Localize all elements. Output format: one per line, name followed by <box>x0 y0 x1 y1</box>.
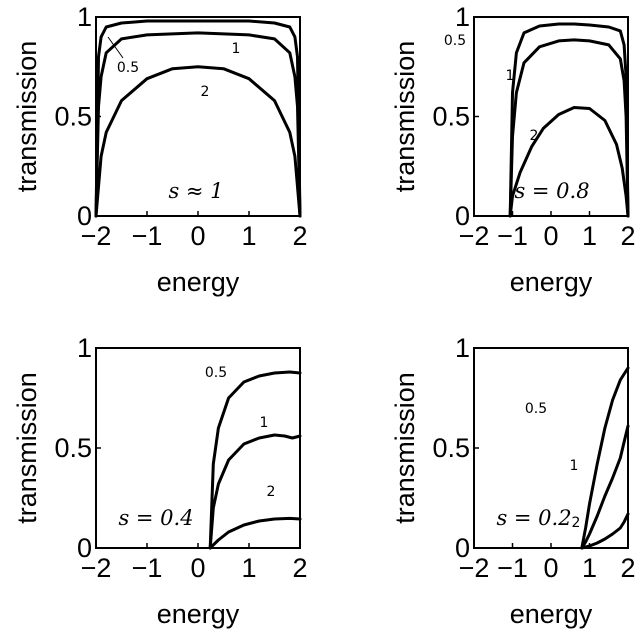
curve-label-2: 2 <box>201 84 210 100</box>
label-leader-line <box>107 36 124 59</box>
curve-label-1: 1 <box>260 415 269 431</box>
series-curve-0.5 <box>508 22 630 218</box>
x-tick-label: −1 <box>132 553 163 583</box>
series-curve-1 <box>208 433 302 550</box>
x-axis-label: energy <box>510 599 593 629</box>
y-tick-label: 0 <box>77 201 92 231</box>
x-tick-label: −2 <box>459 553 490 583</box>
y-tick-label: 1 <box>455 333 470 363</box>
y-axis-label: transmission <box>12 372 42 524</box>
y-tick-label: 0 <box>455 201 470 231</box>
y-tick-label: 0.5 <box>54 102 92 132</box>
parameter-annotation: s = 0.4 <box>118 506 193 530</box>
y-axis-label: transmission <box>12 41 42 193</box>
x-tick-label: −2 <box>81 553 112 583</box>
y-axis-label: transmission <box>390 372 420 524</box>
x-tick-label: 1 <box>241 553 256 583</box>
x-tick-label: −2 <box>459 221 490 251</box>
curve-label-2: 2 <box>267 484 276 500</box>
series-curve-0.5 <box>208 370 302 550</box>
series-curve-0.5 <box>580 366 630 550</box>
parameter-annotation: s = 0.2 <box>496 506 571 530</box>
series-curve-1 <box>580 424 630 550</box>
x-tick-label: 2 <box>620 553 635 583</box>
series-curve-1 <box>508 38 630 218</box>
curve-label-0.5: 0.5 <box>525 401 547 417</box>
x-tick-label: −1 <box>497 221 528 251</box>
curve-label-2: 2 <box>530 128 539 144</box>
series-curve-1 <box>94 31 302 218</box>
x-tick-label: −1 <box>132 221 163 251</box>
y-tick-label: 0.5 <box>432 102 470 132</box>
curve-label-0.5: 0.5 <box>117 60 139 76</box>
y-axis-label: transmission <box>390 41 420 193</box>
y-tick-label: 0 <box>77 533 92 563</box>
y-tick-label: 1 <box>77 2 92 32</box>
y-tick-label: 0.5 <box>54 433 92 463</box>
y-tick-label: 1 <box>77 333 92 363</box>
x-axis-label: energy <box>157 599 240 629</box>
x-tick-label: 2 <box>292 553 307 583</box>
y-tick-label: 0 <box>455 533 470 563</box>
y-tick-label: 1 <box>455 2 470 32</box>
curve-label-1: 1 <box>506 68 515 84</box>
x-tick-label: 2 <box>620 221 635 251</box>
x-tick-label: 1 <box>582 553 597 583</box>
series-curve-0.5 <box>94 19 302 218</box>
curve-label-1: 1 <box>570 458 579 474</box>
x-axis-label: energy <box>157 267 240 297</box>
parameter-annotation: s = 0.8 <box>514 179 589 203</box>
curve-label-0.5: 0.5 <box>444 33 466 49</box>
series-curve-2 <box>94 65 302 218</box>
x-tick-label: −2 <box>81 221 112 251</box>
y-tick-label: 0.5 <box>432 433 470 463</box>
x-tick-label: 2 <box>292 221 307 251</box>
x-tick-label: 0 <box>543 221 558 251</box>
curve-label-0.5: 0.5 <box>205 365 227 381</box>
x-axis-label: energy <box>510 267 593 297</box>
series-curve-2 <box>508 106 630 218</box>
series-curve-2 <box>580 512 630 550</box>
x-tick-label: 1 <box>241 221 256 251</box>
curve-label-2: 2 <box>572 515 581 531</box>
x-tick-label: 0 <box>190 221 205 251</box>
x-tick-label: 0 <box>543 553 558 583</box>
parameter-annotation: s ≈ 1 <box>168 179 223 203</box>
x-tick-label: −1 <box>497 553 528 583</box>
series-curve-2 <box>208 516 302 550</box>
curve-label-1: 1 <box>232 41 241 57</box>
x-tick-label: 0 <box>190 553 205 583</box>
x-tick-label: 1 <box>582 221 597 251</box>
